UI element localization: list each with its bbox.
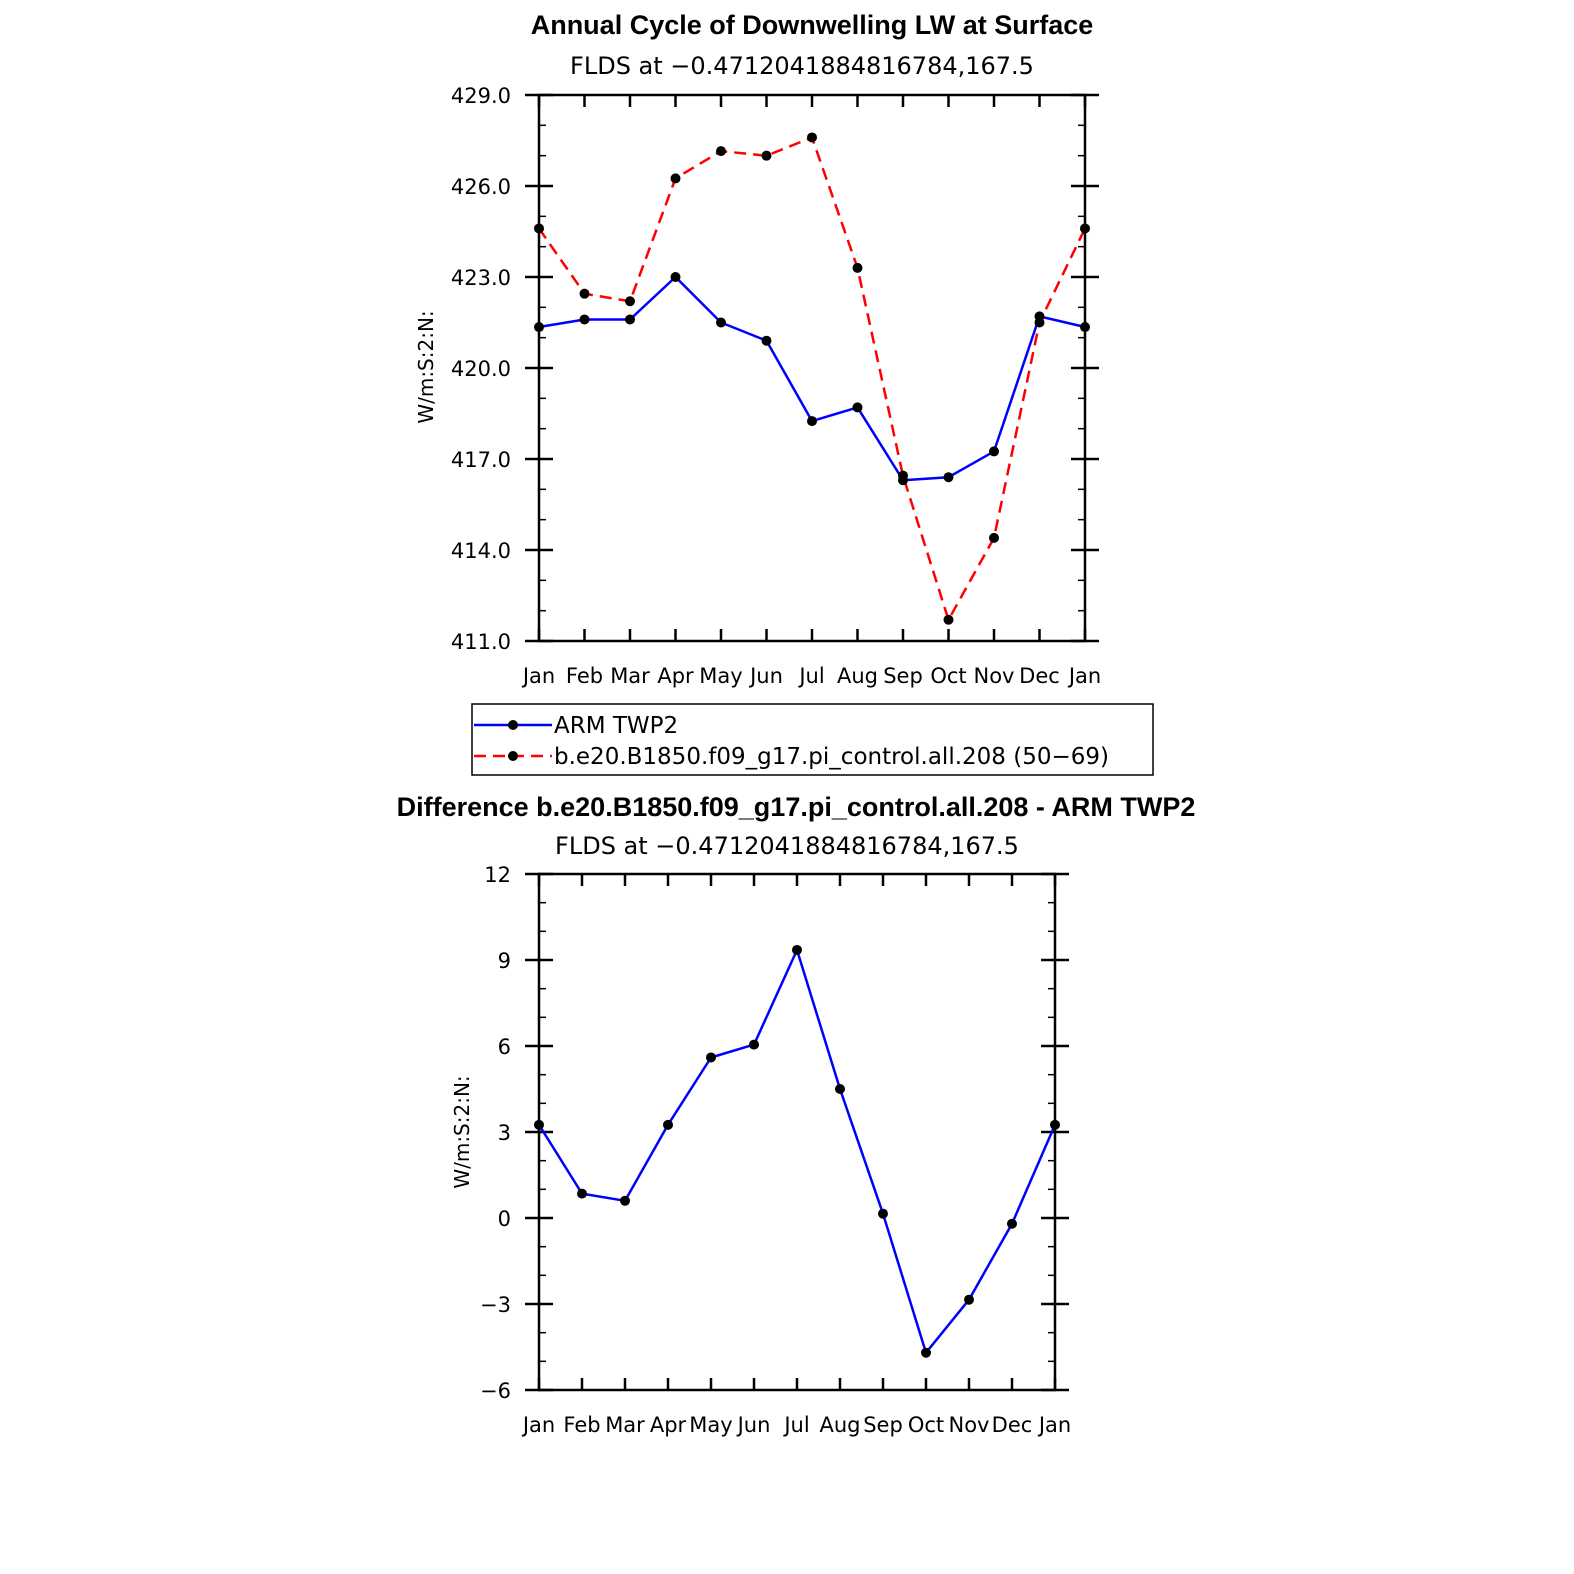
bottom-x-tick-label: Jan: [1037, 1413, 1071, 1437]
bottom-series-0-point: [749, 1039, 759, 1050]
top-x-tick-label: Apr: [657, 664, 694, 688]
top-series-0-point: [1034, 311, 1045, 322]
top-y-tick-label: 423.0: [451, 266, 511, 290]
bottom-y-axis-label: W/m:S:2:N:: [450, 1075, 474, 1188]
top-x-tick-label: Oct: [930, 664, 966, 688]
top-y-tick-label: 426.0: [451, 175, 511, 199]
legend-marker-model: [508, 751, 518, 761]
top-y-tick-label: 414.0: [451, 539, 511, 563]
top-y-tick-label: 429.0: [451, 84, 511, 108]
top-series-1-point: [852, 262, 863, 273]
top-series-1-point: [807, 132, 817, 143]
top-series-0-point: [761, 335, 772, 346]
bottom-y-tick-label: 0: [498, 1207, 511, 1231]
top-series-1-line: [537, 136, 1087, 622]
legend-label-arm: ARM TWP2: [554, 713, 678, 739]
top-x-tick-label: Aug: [837, 664, 878, 688]
top-x-tick-label: Nov: [974, 664, 1015, 688]
legend: ARM TWP2 b.e20.B1850.f09_g17.pi_control.…: [471, 703, 1154, 776]
bottom-x-tick-label: Oct: [908, 1413, 944, 1437]
top-chart-title: Annual Cycle of Downwelling LW at Surfac…: [531, 10, 1094, 40]
bottom-x-tick-label: Mar: [605, 1413, 645, 1437]
bottom-x-tick-label: Dec: [992, 1413, 1033, 1437]
bottom-series-0-point: [921, 1347, 931, 1358]
top-x-tick-label: Sep: [883, 664, 923, 688]
top-chart-subtitle: FLDS at −0.4712041884816784,167.5: [570, 52, 1034, 80]
bottom-x-tick-label: Jun: [736, 1413, 771, 1437]
top-series-0-point: [807, 416, 817, 427]
bottom-y-tick-label: 12: [484, 863, 511, 887]
bottom-series-0-point: [577, 1188, 587, 1199]
top-x-tick-label: Jan: [521, 664, 555, 688]
top-series-0-line: [538, 275, 1086, 482]
top-x-tick-label: Mar: [610, 664, 650, 688]
legend-label-model: b.e20.B1850.f09_g17.pi_control.all.208 (…: [554, 744, 1109, 770]
difference-panel: Difference b.e20.B1850.f09_g17.pi_contro…: [397, 792, 1196, 1437]
bottom-x-tick-label: Aug: [819, 1413, 860, 1437]
top-series-0-point: [579, 314, 590, 325]
top-series-0-point: [943, 472, 954, 483]
legend-marker-arm: [508, 720, 518, 730]
top-series-1-point: [670, 173, 681, 184]
top-x-tick-label: Feb: [566, 664, 603, 688]
annual-cycle-panel: Annual Cycle of Downwelling LW at Surfac…: [414, 10, 1101, 688]
bottom-series-0-line: [537, 948, 1057, 1354]
bottom-x-tick-label: Nov: [949, 1413, 990, 1437]
bottom-series-0-point: [878, 1208, 888, 1219]
bottom-plot-frame: [537, 872, 1057, 1392]
bottom-y-tick-label: 9: [498, 949, 511, 973]
bottom-x-tick-label: Sep: [863, 1413, 903, 1437]
top-series-1-point: [625, 296, 635, 307]
bottom-series-0-point: [706, 1052, 716, 1063]
top-series-1-point: [943, 614, 954, 625]
bottom-y-tick-label: 6: [498, 1035, 511, 1059]
bottom-chart-subtitle: FLDS at −0.4712041884816784,167.5: [555, 832, 1019, 860]
bottom-y-tick-label: −3: [480, 1293, 511, 1317]
top-series-0-point: [670, 272, 681, 282]
bottom-chart-title: Difference b.e20.B1850.f09_g17.pi_contro…: [397, 792, 1196, 822]
bottom-y-tick-label: 3: [498, 1121, 511, 1145]
bottom-series-0-point: [964, 1294, 974, 1305]
bottom-series-0-point: [1007, 1218, 1017, 1229]
bottom-series-0-point: [620, 1195, 630, 1206]
bottom-series-0-point: [663, 1119, 673, 1130]
top-y-tick-label: 417.0: [451, 448, 511, 472]
bottom-x-tick-label: Jul: [782, 1413, 809, 1437]
top-series-0-point: [716, 317, 726, 328]
top-x-tick-label: Jun: [748, 664, 783, 688]
bottom-x-tick-label: Jan: [521, 1413, 555, 1437]
top-plot-frame: [537, 93, 1087, 643]
top-y-tick-label: 411.0: [451, 630, 511, 654]
top-series-0-point: [898, 475, 908, 486]
top-series-0-point: [852, 402, 863, 413]
top-x-tick-label: Jul: [797, 664, 824, 688]
top-x-tick-label: Dec: [1019, 664, 1060, 688]
bottom-x-tick-label: Feb: [563, 1413, 600, 1437]
top-series-0-point: [625, 314, 635, 325]
top-series-1-point: [579, 288, 590, 299]
top-x-tick-label: Jan: [1067, 664, 1101, 688]
top-series-1-point: [761, 150, 772, 161]
legend-box: [471, 703, 1154, 776]
bottom-series-0-point: [835, 1084, 845, 1094]
bottom-x-tick-label: May: [689, 1413, 732, 1437]
bottom-series-0-point: [792, 944, 802, 955]
top-y-tick-label: 420.0: [451, 357, 511, 381]
bottom-y-tick-label: −6: [480, 1379, 511, 1403]
top-series-0-point: [989, 446, 999, 457]
top-y-axis-label: W/m:S:2:N:: [414, 310, 438, 423]
top-series-1-point: [989, 532, 999, 543]
top-series-1-point: [716, 146, 726, 157]
bottom-x-tick-label: Apr: [650, 1413, 687, 1437]
top-x-tick-label: May: [699, 664, 742, 688]
